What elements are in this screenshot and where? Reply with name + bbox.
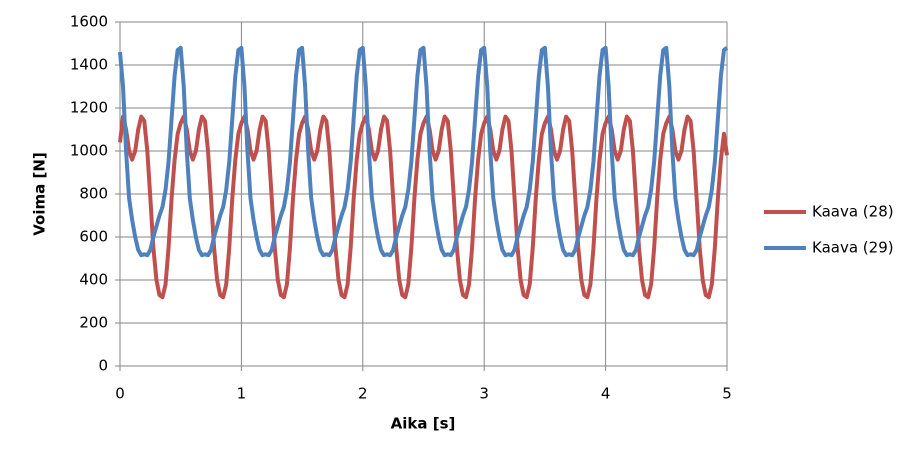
y-tick-label: 1000 bbox=[70, 142, 108, 160]
legend-label: Kaava (29) bbox=[812, 239, 894, 257]
y-tick-label: 1400 bbox=[70, 56, 108, 74]
x-tick-label: 1 bbox=[237, 385, 247, 403]
legend-label: Kaava (28) bbox=[812, 203, 894, 221]
y-tick-label: 400 bbox=[79, 271, 108, 289]
y-tick-label: 0 bbox=[98, 357, 108, 375]
x-tick-label: 2 bbox=[358, 385, 368, 403]
x-tick-label: 5 bbox=[722, 385, 732, 403]
series-line bbox=[118, 114, 729, 300]
y-tick-label: 1200 bbox=[70, 99, 108, 117]
y-tick-label: 1600 bbox=[70, 13, 108, 31]
x-tick-label: 4 bbox=[601, 385, 611, 403]
y-axis-label: Voima [N] bbox=[31, 152, 49, 235]
series-line bbox=[118, 45, 729, 258]
y-tick-label: 200 bbox=[79, 314, 108, 332]
x-tick-label: 0 bbox=[115, 385, 125, 403]
x-axis-label: Aika [s] bbox=[391, 415, 456, 433]
x-tick-label: 3 bbox=[479, 385, 489, 403]
y-tick-label: 600 bbox=[79, 228, 108, 246]
y-tick-label: 800 bbox=[79, 185, 108, 203]
